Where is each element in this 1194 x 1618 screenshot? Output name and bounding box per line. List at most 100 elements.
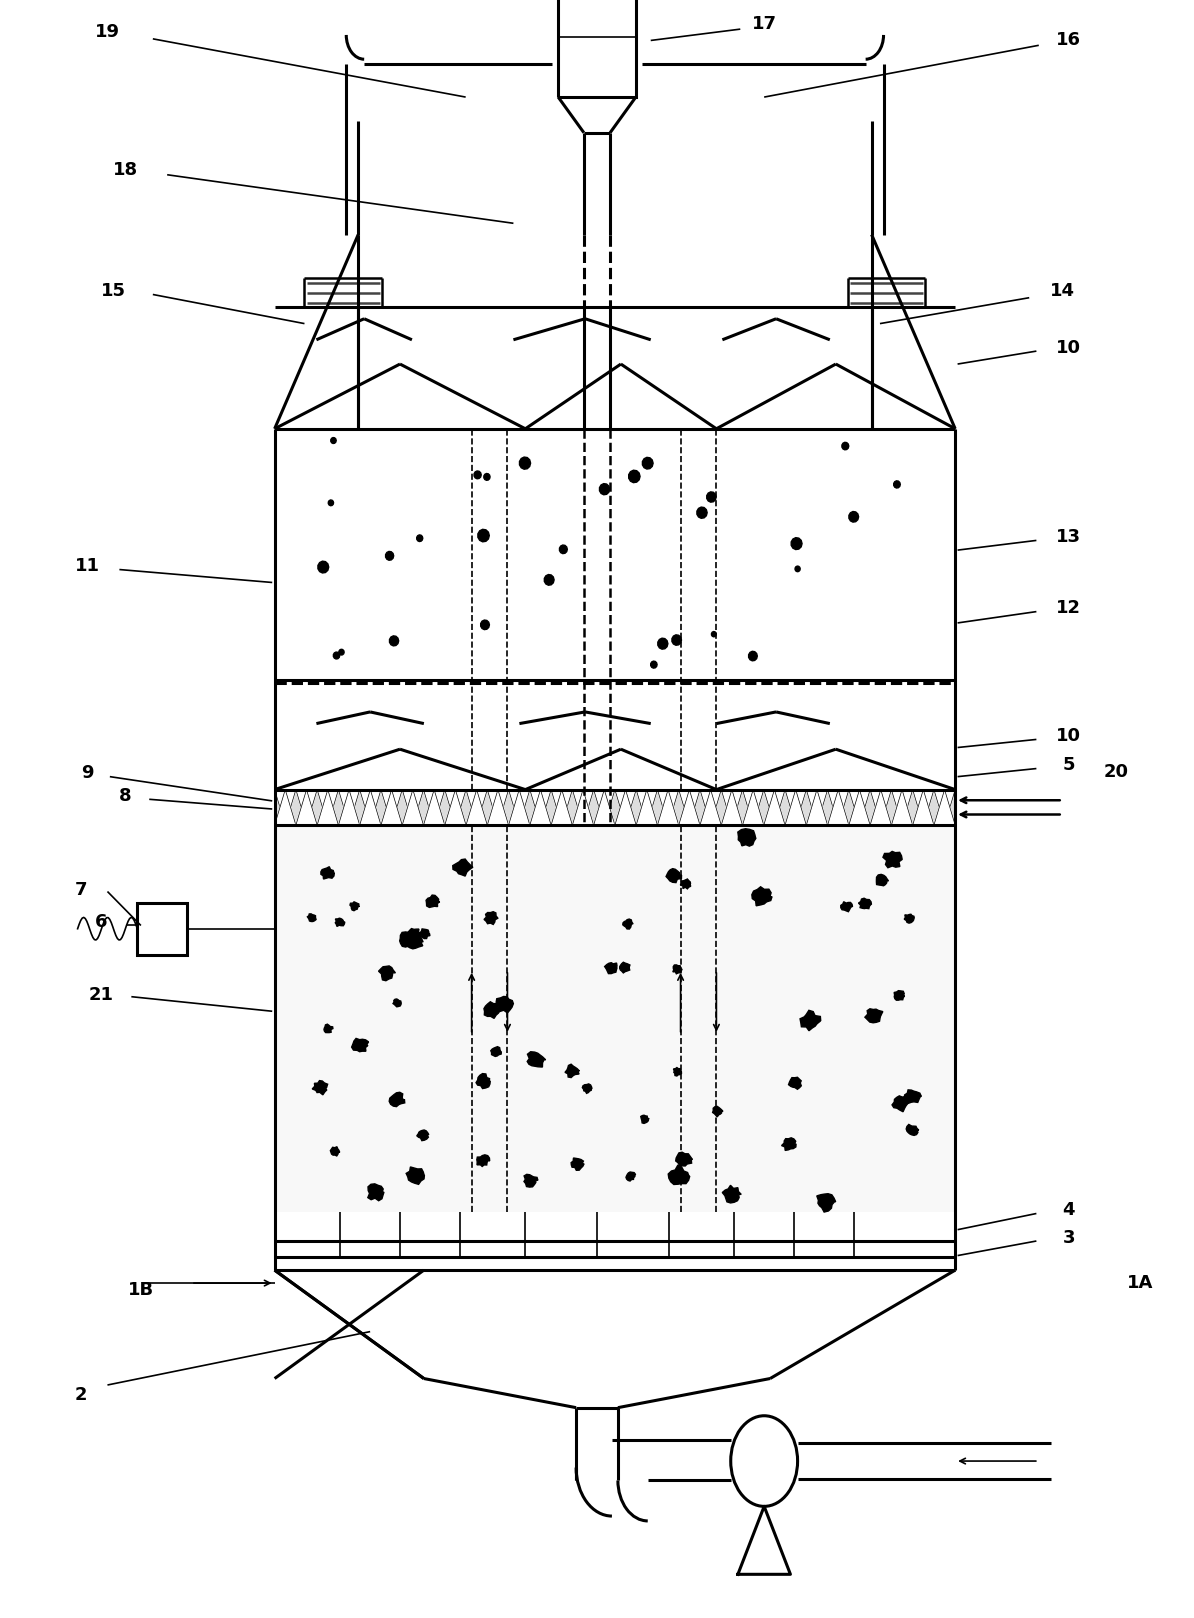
Polygon shape [487,790,509,825]
Polygon shape [519,456,530,469]
Polygon shape [402,932,423,948]
Text: 1A: 1A [1127,1273,1153,1293]
Polygon shape [934,790,955,825]
Polygon shape [651,662,657,668]
Polygon shape [466,790,487,825]
Polygon shape [782,1137,796,1150]
Polygon shape [841,901,853,911]
Text: 10: 10 [1057,726,1081,746]
Polygon shape [275,790,296,825]
Polygon shape [544,574,554,586]
Text: 20: 20 [1104,762,1128,781]
Polygon shape [870,790,892,825]
Polygon shape [894,481,900,489]
Polygon shape [593,790,615,825]
Polygon shape [786,790,806,825]
Polygon shape [476,1155,490,1167]
Polygon shape [318,790,338,825]
Polygon shape [312,1081,327,1095]
Text: 9: 9 [81,764,93,783]
Polygon shape [864,1008,882,1023]
Polygon shape [882,851,903,867]
Polygon shape [743,790,764,825]
Polygon shape [721,790,743,825]
Polygon shape [408,929,421,940]
Polygon shape [359,790,381,825]
Polygon shape [444,790,466,825]
Polygon shape [658,790,678,825]
Text: 3: 3 [1063,1228,1075,1247]
Polygon shape [934,790,955,825]
Polygon shape [626,1171,635,1181]
Polygon shape [275,790,296,825]
Polygon shape [906,1125,919,1136]
Polygon shape [336,917,345,927]
Polygon shape [629,471,640,482]
Text: 14: 14 [1051,282,1075,301]
Polygon shape [406,1167,424,1184]
Polygon shape [333,652,340,659]
Polygon shape [827,790,849,825]
Polygon shape [509,790,530,825]
Polygon shape [849,790,870,825]
Polygon shape [478,529,490,542]
Polygon shape [491,1047,501,1057]
Polygon shape [700,790,721,825]
Text: 4: 4 [1063,1201,1075,1220]
Text: 17: 17 [752,15,776,34]
Polygon shape [658,790,678,825]
Polygon shape [752,887,773,906]
Text: 1B: 1B [128,1280,154,1299]
Polygon shape [524,1175,538,1188]
Polygon shape [593,790,615,825]
Polygon shape [722,1186,741,1202]
Polygon shape [368,1184,384,1201]
Bar [275,790,955,825]
Polygon shape [350,901,359,911]
Polygon shape [565,1065,579,1078]
Polygon shape [743,790,764,825]
Polygon shape [673,1068,682,1076]
Bar [558,0,635,97]
Polygon shape [827,790,849,825]
Text: 11: 11 [75,557,99,576]
Polygon shape [572,790,593,825]
Polygon shape [552,790,572,825]
Polygon shape [424,790,444,825]
Polygon shape [604,963,617,974]
Polygon shape [894,990,905,1000]
Polygon shape [528,1052,546,1066]
Polygon shape [800,1010,820,1031]
Polygon shape [359,790,381,825]
Polygon shape [424,790,444,825]
Polygon shape [444,790,466,825]
Polygon shape [389,636,399,646]
Text: 19: 19 [96,23,119,42]
Polygon shape [338,790,359,825]
Polygon shape [678,790,700,825]
Polygon shape [307,914,316,922]
Polygon shape [338,790,359,825]
Polygon shape [658,637,667,649]
Polygon shape [571,1158,584,1170]
Polygon shape [339,649,344,655]
Polygon shape [892,1095,909,1112]
Text: 21: 21 [90,985,113,1005]
Polygon shape [636,790,658,825]
Polygon shape [417,536,423,542]
Polygon shape [476,1074,491,1089]
Polygon shape [381,790,402,825]
Polygon shape [583,1084,592,1094]
Polygon shape [352,1039,369,1052]
Polygon shape [331,1147,340,1155]
Polygon shape [666,869,682,882]
Polygon shape [615,790,636,825]
Polygon shape [497,997,513,1013]
Polygon shape [530,790,552,825]
Polygon shape [870,790,892,825]
Polygon shape [474,471,481,479]
Polygon shape [904,1091,922,1103]
Polygon shape [381,790,402,825]
Polygon shape [749,652,757,660]
Polygon shape [417,1129,429,1141]
